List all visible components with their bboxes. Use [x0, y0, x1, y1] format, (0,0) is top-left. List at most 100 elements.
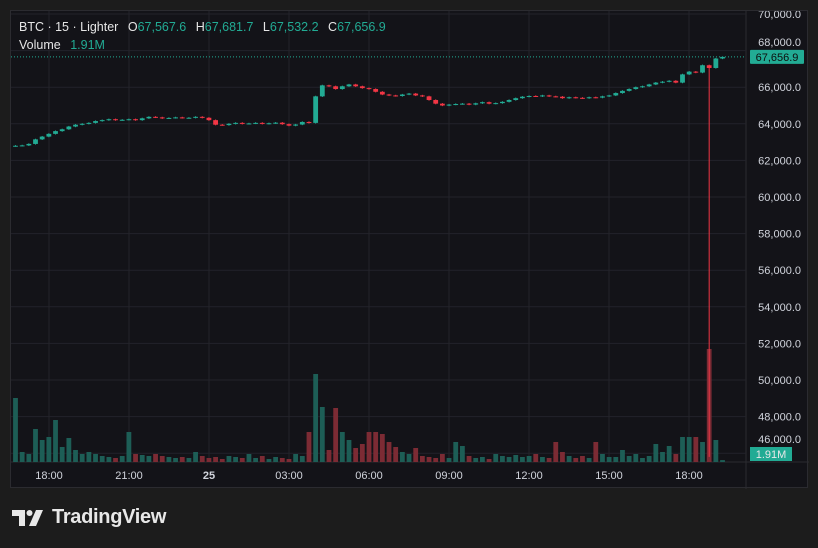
volume-bar: [326, 450, 332, 462]
candle-body: [199, 116, 205, 118]
candle-body: [633, 87, 639, 90]
candle-body: [393, 95, 399, 97]
separator: ·: [69, 20, 81, 34]
volume-bar: [493, 454, 499, 462]
candle-body: [306, 121, 312, 123]
volume-bar: [540, 457, 545, 462]
candle-body: [346, 84, 352, 87]
time-tick-label: 18:00: [35, 470, 63, 482]
candle-body: [600, 96, 605, 98]
candle-body: [700, 65, 705, 73]
tradingview-logo[interactable]: TradingView: [12, 506, 166, 529]
candle-body: [93, 121, 98, 123]
candle-body: [720, 56, 725, 59]
volume-bar: [586, 458, 592, 462]
volume-bar: [613, 457, 619, 462]
candle-body: [353, 84, 359, 87]
candle-body: [493, 103, 499, 105]
volume-bar: [406, 454, 412, 462]
candle-body: [433, 100, 439, 104]
candle-body: [313, 96, 319, 123]
volume-bar: [533, 454, 539, 462]
volume-bar: [339, 432, 345, 462]
candle-body: [293, 124, 299, 126]
volume-bar: [473, 458, 479, 462]
candle-body: [206, 117, 212, 121]
candle-body: [253, 122, 259, 124]
volume-bar: [580, 456, 585, 462]
volume-bar: [359, 444, 365, 462]
volume-bar: [546, 458, 552, 462]
candle-body: [33, 139, 38, 144]
volume-bar: [333, 408, 339, 462]
chart-legend: BTC · 15 · Lighter O67,567.6 H67,681.7 L…: [19, 18, 386, 54]
volume-bar: [106, 457, 112, 462]
candle-body: [119, 119, 125, 121]
candle-body: [573, 97, 579, 99]
time-tick-label: 21:00: [115, 470, 143, 482]
candle-body: [39, 136, 45, 140]
volume-bar: [653, 444, 659, 462]
volume-bar: [53, 420, 58, 462]
volume-bar: [319, 407, 325, 462]
candle-body: [653, 82, 659, 85]
candlestick-chart[interactable]: 70,000.0 68,000.0 66,000.0 64,000.0 62,000.0…: [11, 11, 809, 489]
volume-bar: [353, 448, 359, 462]
time-tick-label: 25: [203, 470, 215, 482]
volume-bar: [666, 446, 672, 462]
candle-body: [586, 97, 592, 99]
brand-name: TradingView: [52, 506, 167, 528]
last-volume-badge: [750, 447, 792, 461]
candle-body: [139, 118, 145, 121]
time-tick-label: 06:00: [355, 470, 383, 482]
volume-bar: [279, 458, 285, 462]
volume-bar: [506, 457, 512, 462]
volume-bar: [640, 458, 645, 462]
candle-body: [686, 71, 692, 75]
candle-body: [666, 80, 672, 82]
candle-body: [379, 91, 385, 95]
candle-body: [373, 89, 379, 92]
volume-bar: [246, 454, 252, 462]
price-tick-label: 68,000.0: [758, 37, 801, 49]
candle-body: [126, 119, 132, 121]
candle-body: [193, 116, 198, 118]
candle-body: [386, 94, 392, 96]
symbol[interactable]: BTC: [19, 20, 44, 34]
candle-body: [13, 145, 18, 147]
volume-bar: [239, 458, 245, 462]
price-tick-label: 70,000.0: [758, 11, 801, 21]
chart-frame[interactable]: 70,000.0 68,000.0 66,000.0 64,000.0 62,000.0…: [10, 10, 809, 489]
tradingview-logo-icon: [12, 509, 43, 526]
volume-bar: [386, 442, 392, 462]
candle-body: [226, 123, 232, 126]
candle-body: [59, 129, 65, 132]
volume-bar: [193, 452, 198, 462]
volume-bar: [313, 374, 319, 462]
volume-bar: [79, 454, 85, 462]
last-price-label: 67,656.9: [756, 52, 799, 64]
candle-body: [179, 117, 185, 119]
volume-bar: [553, 442, 559, 462]
candle-body: [706, 65, 712, 68]
volume-bar: [600, 454, 605, 462]
candle-body: [506, 100, 512, 102]
candle-body: [593, 97, 599, 99]
candle-body: [299, 121, 305, 125]
candle-body: [46, 133, 52, 137]
volume-bar: [393, 447, 399, 462]
time-tick-label: 18:00: [675, 470, 703, 482]
volume-bar: [399, 452, 405, 462]
volume-bar: [273, 457, 279, 462]
candle-body: [406, 93, 412, 95]
volume-bar: [646, 456, 652, 462]
candle-body: [26, 143, 32, 146]
candle-body: [233, 122, 239, 124]
interval[interactable]: 15: [55, 20, 70, 34]
candle-body: [680, 74, 685, 83]
volume-bar: [153, 454, 158, 462]
price-tick-label: 50,000.0: [758, 375, 801, 387]
candle-body: [413, 93, 419, 96]
price-tick-label: 60,000.0: [758, 192, 801, 204]
candle-body: [560, 96, 565, 99]
